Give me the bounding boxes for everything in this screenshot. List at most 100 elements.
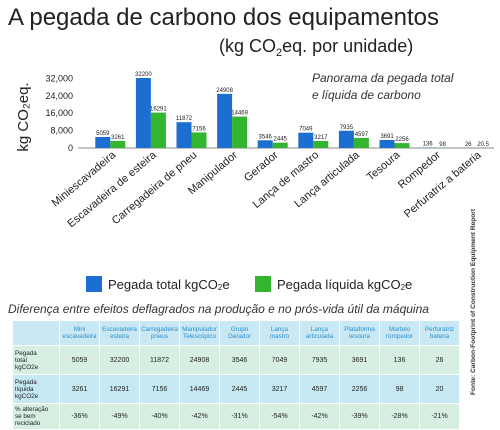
y-tick-label: 0: [68, 143, 73, 153]
table-header-line: Mini: [61, 326, 98, 333]
table-header-line: escavadeira: [61, 333, 98, 340]
table-cell: 2445: [220, 375, 260, 404]
table-cell: 24908: [180, 346, 220, 375]
table-header-line: esteira: [101, 333, 138, 340]
bar-liquid: [110, 141, 125, 148]
table-corner-cell: [13, 321, 60, 346]
table-header-line: rompedor: [381, 333, 418, 340]
table-cell: 32200: [100, 346, 140, 375]
table-cell: 11872: [140, 346, 180, 375]
table-cell: 7049: [260, 346, 300, 375]
table-row-header-line: Pegada: [15, 350, 58, 357]
table-header-line: Grupo: [221, 326, 258, 333]
bar-liquid: [354, 138, 369, 148]
table-cell: -40%: [140, 404, 180, 430]
data-label: 20.5: [477, 142, 489, 148]
table-cell: 4597: [300, 375, 340, 404]
data-label: 3691: [380, 134, 394, 140]
data-label: 3217: [314, 135, 328, 141]
x-tick-label: Tesoura: [365, 149, 403, 184]
bar-liquid: [313, 141, 328, 148]
data-label: 32200: [135, 72, 152, 78]
table-row-header-line: se bem: [15, 413, 58, 420]
legend-swatch-liquid: [255, 276, 271, 292]
bar-liquid: [192, 132, 207, 148]
table-cell: -49%: [100, 404, 140, 430]
data-label: 98: [439, 142, 446, 148]
x-tick-label: Gerador: [242, 149, 281, 184]
table-cell: -28%: [380, 404, 420, 430]
data-label: 2445: [274, 137, 288, 143]
bar-total: [217, 94, 232, 148]
table-row-header-line: líquida: [15, 386, 58, 393]
data-label: 24908: [216, 88, 233, 94]
table-cell: 7935: [300, 346, 340, 375]
table-cell: -36%: [60, 404, 100, 430]
table-header-line: Lança: [301, 326, 338, 333]
table-cell: 26: [420, 346, 460, 375]
table-cell: 3217: [260, 375, 300, 404]
y-tick-label: 8,000: [50, 126, 73, 136]
table-cell: 16291: [100, 375, 140, 404]
bar-total: [380, 140, 395, 148]
table-cell: 20: [420, 375, 460, 404]
legend-subscript-total: 2: [218, 283, 222, 292]
table-row-header-line: kgCO2e: [15, 393, 58, 400]
data-label: 2256: [395, 137, 409, 143]
table-cell: 2256: [340, 375, 380, 404]
source-note: Fonte: Carbon-Footprint of Construction …: [470, 209, 477, 395]
data-label: 26: [465, 142, 472, 148]
y-axis-title: kg CO₂eq.: [15, 82, 32, 151]
bar-total: [95, 137, 110, 148]
data-label: 5059: [96, 131, 110, 137]
table-row-header-line: reciclado: [15, 420, 58, 427]
y-tick-label: 24,000: [45, 91, 73, 101]
y-tick-label: 16,000: [45, 108, 73, 118]
data-label: 3546: [259, 134, 273, 140]
table-row-header-line: total: [15, 357, 58, 364]
data-label: 14469: [231, 111, 248, 117]
table-header-line: Perfuratriz: [421, 326, 458, 333]
data-label: 16291: [150, 107, 167, 113]
bar-liquid: [151, 113, 166, 148]
table-cell: -39%: [340, 404, 380, 430]
table-cell: 136: [380, 346, 420, 375]
table-cell: 3691: [340, 346, 380, 375]
table-header-line: mastro: [261, 333, 298, 340]
table-header-line: Lança: [261, 326, 298, 333]
table-header-line: tesoura: [341, 333, 378, 340]
data-label: 136: [423, 142, 434, 148]
data-label: 7156: [192, 126, 206, 132]
data-label: 7049: [299, 127, 313, 133]
table-header-line: Plataforma: [341, 326, 378, 333]
table-cell: -31%: [220, 404, 260, 430]
bar-liquid: [273, 143, 288, 148]
table-row-header-line: kgCO2e: [15, 364, 58, 371]
legend-suffix-total: e: [222, 277, 229, 292]
data-label: 11872: [176, 116, 193, 122]
data-label: 4597: [355, 132, 369, 138]
table-row-header-line: % alteração: [15, 406, 58, 413]
table-cell: 98: [380, 375, 420, 404]
table-header-line: Gerador: [221, 333, 258, 340]
table-header-line: pneus: [141, 333, 178, 340]
